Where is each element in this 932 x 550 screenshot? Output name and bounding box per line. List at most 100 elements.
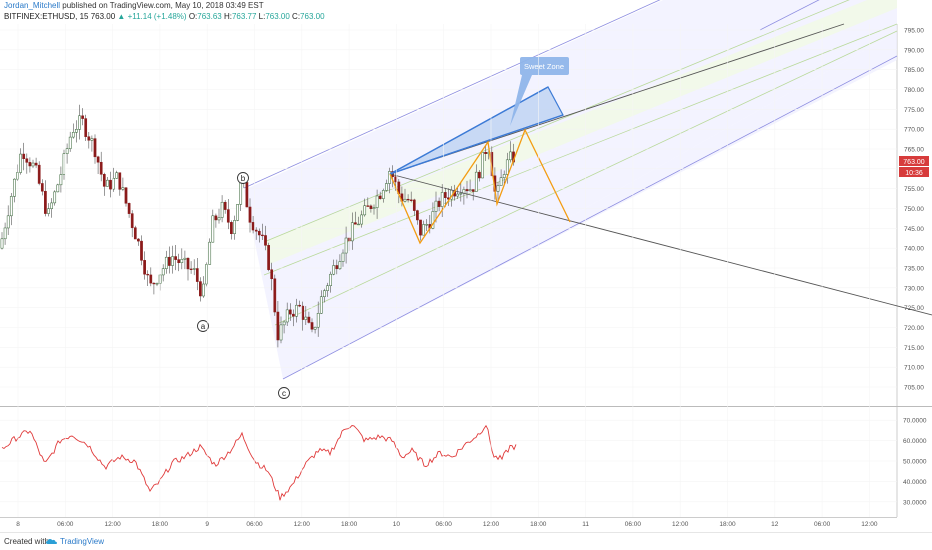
candle-body <box>267 245 270 270</box>
close-value: 763.00 <box>300 12 325 21</box>
candle-body <box>19 153 22 173</box>
candle-body <box>304 316 308 320</box>
candle-body <box>180 259 184 264</box>
time-tick-label: 12 <box>771 521 779 528</box>
candle-body <box>412 199 416 211</box>
time-tick-label: 18:00 <box>719 521 736 528</box>
candle-body <box>270 269 274 280</box>
price-tick-label: 765.00 <box>904 147 924 154</box>
candle-body <box>422 224 425 236</box>
candle-body <box>409 199 413 201</box>
candle-body <box>481 151 484 179</box>
candle-body <box>425 224 429 226</box>
candle-body <box>214 215 218 221</box>
price-axis[interactable]: 705.00 710.00 715.00 720.00 725.00 730.00 735.… <box>904 28 924 392</box>
candle-body <box>143 260 146 275</box>
oscillator-axis[interactable]: 30.0000 40.0000 50.0000 60.0000 70.0000 <box>903 418 927 507</box>
time-tick-label: 12:00 <box>861 521 878 528</box>
time-tick-label: 12:00 <box>104 521 121 528</box>
sweet-zone-label: Sweet Zone <box>524 62 564 71</box>
wedge-lower-edge <box>389 114 564 175</box>
symbol-label[interactable]: BITFINEX:ETHUSD, 15 <box>4 12 89 21</box>
wave-label-a-text: a <box>201 322 206 331</box>
candle-body <box>406 198 410 201</box>
time-axis[interactable]: 8 06:00 12:00 18:00 9 06:00 12:00 18:00 10 06:00 1… <box>16 24 878 528</box>
candle-body <box>332 265 336 275</box>
candle-body <box>44 190 47 214</box>
candle-body <box>505 159 509 175</box>
candle-body <box>471 189 475 192</box>
tradingview-brand-link[interactable]: TradingView <box>60 537 105 546</box>
candle-body <box>431 211 435 229</box>
candle-body <box>161 268 165 276</box>
countdown-tag-text: 10:36 <box>905 170 923 177</box>
candle-body <box>199 281 202 297</box>
candle-body <box>118 172 122 190</box>
candle-body <box>388 171 391 184</box>
candle-body <box>419 219 422 236</box>
time-tick-label: 18:00 <box>341 521 358 528</box>
time-tick-label: 11 <box>582 521 589 528</box>
oscillator-grid <box>0 419 897 503</box>
candle-body <box>502 174 506 178</box>
candle-body <box>99 161 103 175</box>
time-tick-label: 12:00 <box>483 521 500 528</box>
channel-lower-line <box>282 55 898 380</box>
channel-median-line <box>263 23 898 276</box>
candle-body <box>496 185 500 192</box>
price-tick-label: 740.00 <box>904 246 924 253</box>
time-tick-label: 8 <box>16 521 20 528</box>
candle-body <box>34 162 38 166</box>
candle-body <box>307 316 311 323</box>
time-tick-label: 06:00 <box>625 521 642 528</box>
candle-body <box>279 324 283 341</box>
candle-body <box>499 177 503 186</box>
candle-body <box>37 164 41 184</box>
candle-body <box>62 153 66 175</box>
candle-body <box>233 220 236 234</box>
candle-body <box>366 205 370 207</box>
last-price: 763.00 <box>90 12 116 21</box>
candle-body <box>316 313 320 328</box>
time-tick-label: 06:00 <box>814 521 831 528</box>
wave-label-a: a <box>197 320 209 332</box>
price-tick-label: 770.00 <box>904 127 924 134</box>
candle-body <box>264 235 267 246</box>
change-value: +11.14 (+1.48%) <box>127 12 187 21</box>
candle-body <box>13 178 16 197</box>
candle-body <box>285 309 289 323</box>
author-link[interactable]: Jordan_Mitchell <box>4 1 61 10</box>
candle-body <box>183 257 187 260</box>
candle-body <box>140 240 143 261</box>
candle-body <box>50 202 53 209</box>
candle-body <box>189 268 193 270</box>
channel-lower-inner-line <box>274 30 898 326</box>
candle-body <box>239 182 243 205</box>
candle-body <box>109 179 112 190</box>
time-tick-label: 06:00 <box>436 521 453 528</box>
channel-lower-fill <box>283 32 897 379</box>
time-tick-label: 06:00 <box>57 521 74 528</box>
wedge-upper-edge <box>389 86 549 175</box>
candle-body <box>133 227 137 240</box>
candle-body <box>443 192 447 198</box>
published-text: published on TradingView.com, May 10, 20… <box>62 1 264 10</box>
candle-body <box>3 227 7 240</box>
candle-body <box>378 195 382 199</box>
candle-body <box>372 207 376 209</box>
candle-body <box>195 268 199 282</box>
price-tick-label: 785.00 <box>904 67 924 74</box>
candle-body <box>171 256 174 266</box>
time-tick-label: 06:00 <box>246 521 263 528</box>
candle-body <box>9 196 13 217</box>
price-tick-label: 705.00 <box>904 385 924 392</box>
candle-body <box>68 136 72 149</box>
candle-body <box>360 214 363 225</box>
candle-body <box>459 193 463 195</box>
upper-trendline <box>389 23 845 175</box>
candle-body <box>254 229 258 232</box>
candle-body <box>75 129 78 133</box>
time-tick-label: 9 <box>205 521 209 528</box>
oscillator-tick-label: 40.0000 <box>903 479 927 486</box>
price-chart[interactable]: Sweet Zone a b c 705.00 710.00 715.00 720.0… <box>0 0 932 532</box>
